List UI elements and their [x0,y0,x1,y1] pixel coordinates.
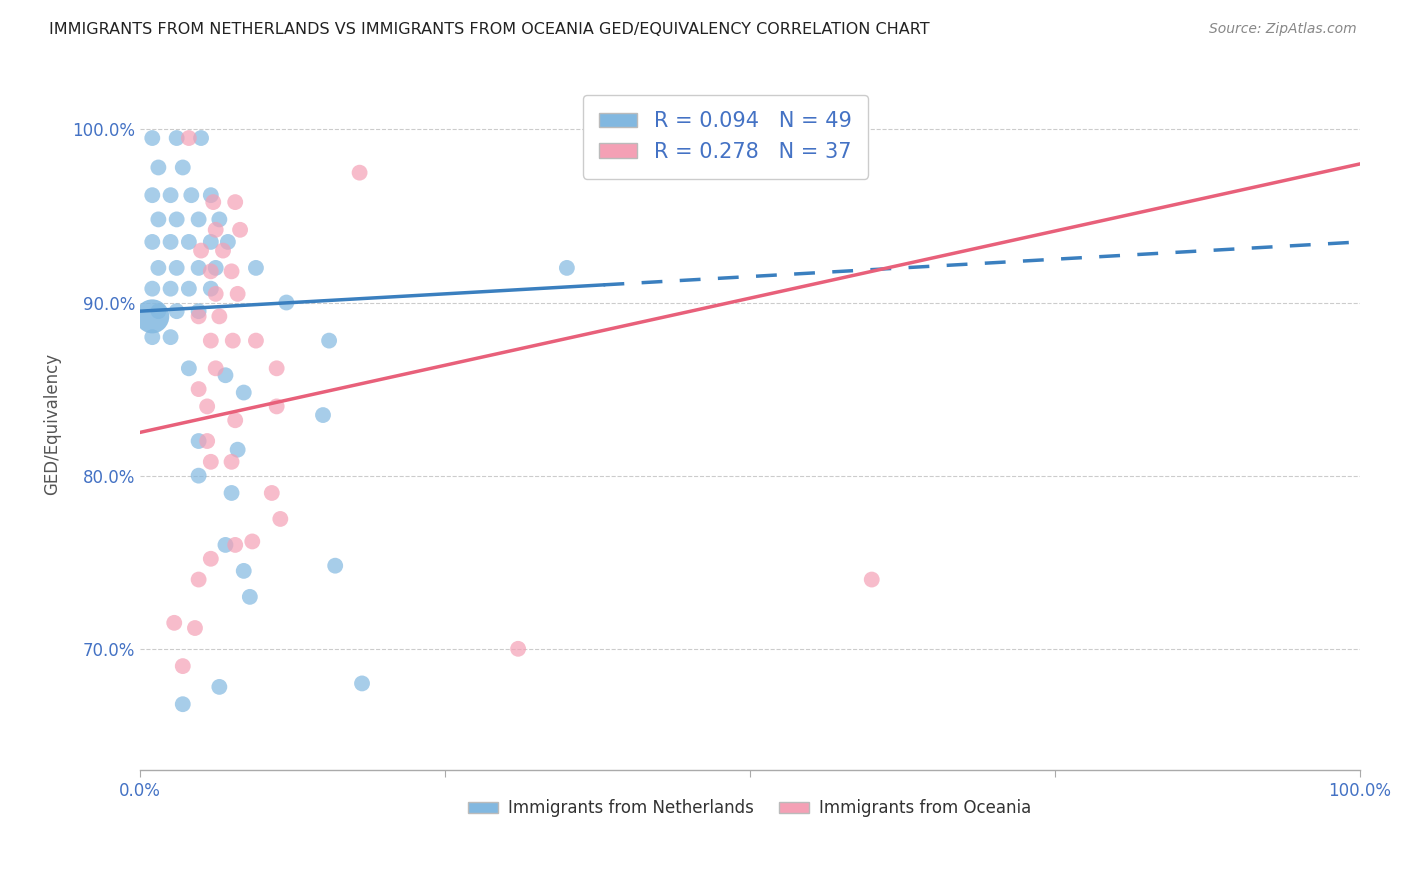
Point [260,486,283,500]
Point [224,538,246,552]
Point [172,161,194,175]
Point [141,188,163,202]
Point [269,512,291,526]
Point [172,659,194,673]
Y-axis label: GED/Equivalency: GED/Equivalency [44,352,60,495]
Point [506,641,529,656]
Point [212,244,235,258]
Point [555,260,578,275]
Point [141,282,163,296]
Point [195,434,218,448]
Point [187,260,209,275]
Point [177,235,200,249]
Point [148,260,170,275]
Text: IMMIGRANTS FROM NETHERLANDS VS IMMIGRANTS FROM OCEANIA GED/EQUIVALENCY CORRELATI: IMMIGRANTS FROM NETHERLANDS VS IMMIGRANT… [49,22,929,37]
Point [214,368,236,383]
Point [141,330,163,344]
Point [180,188,202,202]
Point [860,573,883,587]
Point [204,223,226,237]
Point [177,131,200,145]
Point [163,615,186,630]
Point [221,455,243,469]
Point [226,286,249,301]
Point [240,534,263,549]
Point [245,260,267,275]
Point [204,361,226,376]
Point [222,334,245,348]
Point [166,260,188,275]
Point [312,408,335,422]
Point [187,310,209,324]
Point [217,235,239,249]
Point [148,304,170,318]
Point [200,235,222,249]
Point [148,212,170,227]
Point [172,697,194,711]
Point [200,264,222,278]
Point [187,304,209,318]
Point [187,434,209,448]
Point [187,212,209,227]
Point [350,676,373,690]
Point [226,442,249,457]
Point [177,361,200,376]
Point [141,131,163,145]
Point [200,334,222,348]
Point [200,551,222,566]
Point [159,235,181,249]
Point [187,573,209,587]
Legend: Immigrants from Netherlands, Immigrants from Oceania: Immigrants from Netherlands, Immigrants … [461,793,1038,824]
Point [200,188,222,202]
Point [221,264,243,278]
Point [245,334,267,348]
Point [318,334,340,348]
Point [323,558,346,573]
Point [190,131,212,145]
Point [159,330,181,344]
Point [141,310,163,324]
Point [190,244,212,258]
Point [232,564,254,578]
Point [195,400,218,414]
Point [166,131,188,145]
Point [184,621,207,635]
Point [204,286,226,301]
Point [141,235,163,249]
Point [159,188,181,202]
Text: Source: ZipAtlas.com: Source: ZipAtlas.com [1209,22,1357,37]
Point [148,161,170,175]
Point [224,195,246,210]
Point [349,166,371,180]
Point [202,195,225,210]
Point [232,385,254,400]
Point [266,400,288,414]
Point [200,455,222,469]
Point [208,680,231,694]
Point [221,486,243,500]
Point [187,468,209,483]
Point [224,413,246,427]
Point [187,382,209,396]
Point [214,538,236,552]
Point [276,295,298,310]
Point [208,212,231,227]
Point [239,590,262,604]
Point [204,260,226,275]
Point [266,361,288,376]
Point [200,282,222,296]
Point [166,212,188,227]
Point [159,282,181,296]
Point [208,310,231,324]
Point [166,304,188,318]
Point [229,223,252,237]
Point [177,282,200,296]
